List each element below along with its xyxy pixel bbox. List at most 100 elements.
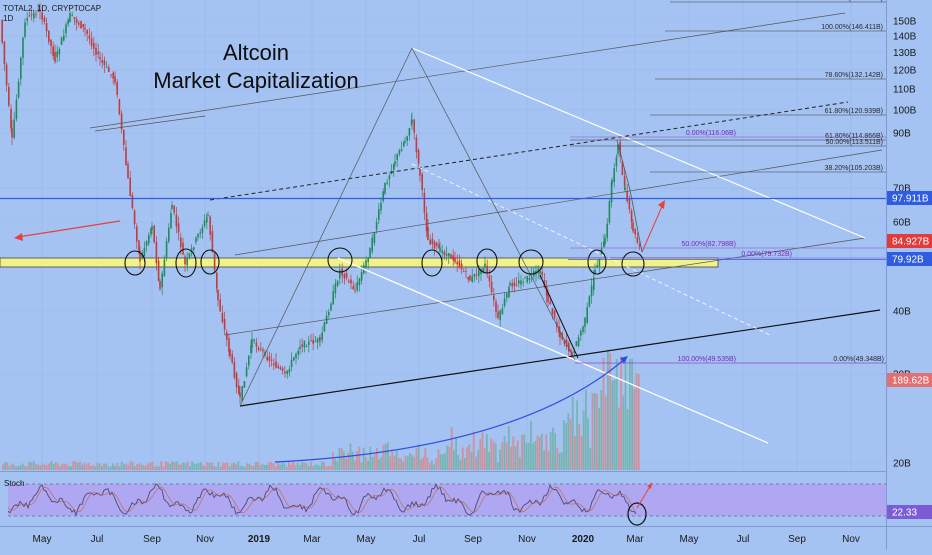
volume-bar [536, 435, 539, 470]
volume-bar [318, 466, 321, 470]
volume-bar [459, 459, 462, 470]
candle [319, 334, 321, 347]
volume-bar [307, 466, 310, 470]
fib-levels: 100.00%(155.504B) 100.00%(146.411B) 78.60%… [570, 0, 886, 364]
volume-bar [257, 461, 259, 470]
candle [632, 219, 634, 234]
candle [380, 197, 382, 215]
volume-bar [481, 432, 484, 470]
candle [575, 341, 578, 347]
candle [266, 350, 268, 362]
volume-bar [356, 450, 358, 470]
candle [429, 234, 431, 245]
volume-bar [259, 464, 262, 470]
volume-bar [103, 463, 105, 470]
volume-bar [620, 355, 622, 470]
candle [279, 365, 282, 371]
candle [431, 232, 434, 250]
candle [626, 183, 628, 204]
candle [221, 305, 224, 324]
volume-bar [96, 462, 99, 470]
volume-bar [534, 441, 537, 470]
candle [509, 280, 511, 287]
volume-bar [402, 461, 405, 470]
candle [268, 351, 271, 368]
candle [175, 207, 178, 234]
candle [528, 274, 531, 285]
volume-bar [217, 462, 220, 470]
volume-bar [510, 446, 512, 470]
volume-bar [602, 358, 605, 470]
price-tag-label: 189.62B [892, 376, 930, 387]
volume-bar [178, 464, 180, 470]
candle [290, 352, 293, 372]
candle [157, 256, 160, 282]
volume-bar [184, 463, 187, 470]
x-tick-label: Nov [842, 534, 860, 545]
volume-bar [609, 352, 611, 470]
volume-bar [211, 462, 213, 470]
x-tick-label: Sep [788, 534, 806, 545]
candle [484, 256, 486, 273]
candle [465, 266, 467, 279]
candle [211, 225, 214, 253]
volume-bar [43, 464, 46, 470]
volume-bar [125, 464, 127, 470]
candle [197, 233, 199, 241]
volume-bar [611, 380, 614, 470]
volume-bar [371, 456, 374, 470]
candle [129, 170, 131, 197]
volume-bar [314, 464, 317, 470]
candle [467, 276, 469, 284]
volume-bar [169, 464, 171, 470]
candle [593, 270, 595, 296]
candle [539, 266, 541, 280]
candle [193, 246, 195, 253]
volume-bar [134, 466, 136, 470]
volume-bar [538, 436, 541, 470]
candle [463, 268, 465, 273]
candle [501, 303, 504, 315]
volume-bar [303, 462, 306, 470]
volume-bar [422, 457, 424, 470]
volume-bar [226, 462, 229, 470]
candle [450, 253, 452, 259]
candle [127, 160, 129, 179]
candle [207, 211, 209, 217]
volume-bar [173, 462, 176, 470]
candle [8, 82, 10, 108]
candle [112, 70, 114, 85]
volume-bar [219, 466, 222, 470]
stoch-label: Stoch [4, 479, 24, 488]
volume-bar [72, 461, 75, 470]
volume-bar [195, 463, 198, 470]
volume-bar [512, 436, 515, 470]
candle [617, 143, 619, 158]
candle [11, 120, 13, 146]
volume-bar [437, 449, 440, 470]
candle [388, 173, 391, 188]
volume-bar [622, 395, 625, 470]
volume-bar [24, 466, 26, 470]
volume-bar [140, 464, 143, 470]
candle [277, 362, 279, 370]
volume-bar [41, 463, 44, 470]
candle [638, 241, 641, 251]
volume-bar [580, 436, 583, 470]
candle [257, 346, 260, 352]
volume-bar [585, 389, 587, 470]
candle [233, 356, 236, 380]
volume-bar [618, 407, 620, 470]
candle [1, 19, 3, 45]
candle [406, 135, 408, 146]
volume-bar [301, 461, 303, 470]
volume-bar [244, 466, 246, 470]
y-tick-label: 150B [893, 17, 917, 28]
candle [582, 325, 584, 335]
y-tick-label: 20B [893, 459, 911, 470]
candle [5, 62, 8, 92]
volume-bar [202, 465, 204, 470]
volume-bar [453, 450, 455, 470]
volume-bar [420, 459, 422, 470]
